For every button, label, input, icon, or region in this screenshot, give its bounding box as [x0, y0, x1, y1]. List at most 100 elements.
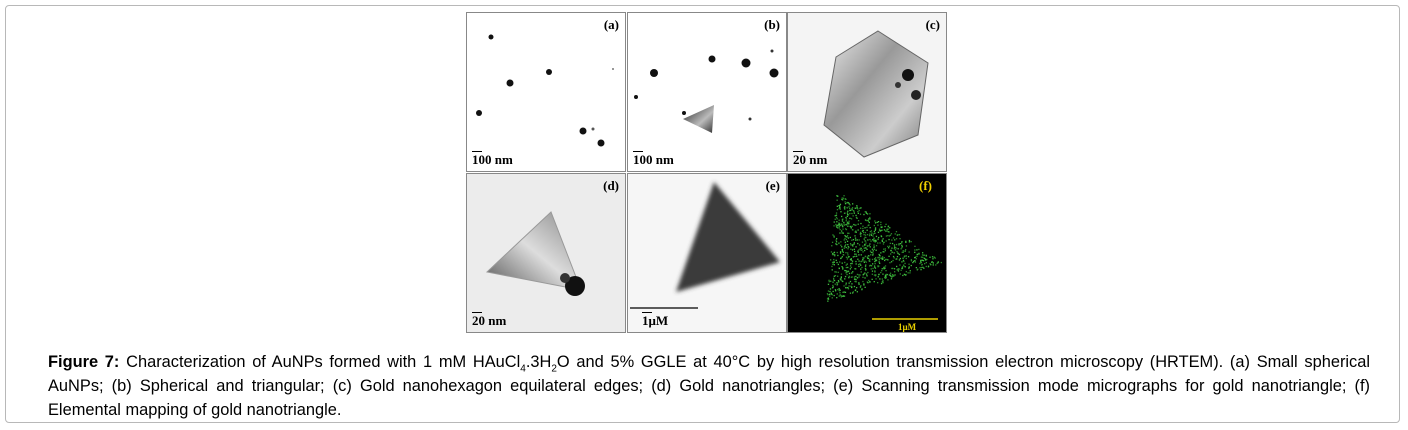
speckle — [833, 225, 835, 227]
speckle — [846, 221, 849, 223]
speckle — [831, 253, 834, 256]
speckle — [837, 254, 839, 257]
speckle — [840, 244, 842, 246]
speckle — [860, 227, 862, 229]
speckle — [832, 234, 834, 236]
speckle — [869, 233, 871, 235]
speckle — [859, 263, 861, 265]
speckle — [901, 246, 903, 249]
speckle — [833, 236, 835, 238]
speckle — [842, 232, 844, 234]
speckle — [851, 286, 853, 289]
speckle — [882, 282, 884, 284]
speckle — [842, 295, 845, 297]
speckle — [924, 258, 926, 260]
speckle — [835, 223, 837, 226]
speckle — [845, 228, 847, 230]
speckle — [866, 248, 868, 250]
speckle — [887, 279, 889, 281]
speckle — [837, 195, 839, 197]
speckle — [884, 275, 887, 278]
speckle — [851, 207, 854, 209]
speckle — [875, 240, 877, 242]
speckle — [854, 253, 856, 255]
speckle — [846, 240, 849, 242]
speckle — [874, 239, 876, 242]
speckle — [854, 280, 856, 283]
speckle — [920, 256, 923, 258]
speckle — [922, 256, 924, 258]
speckle — [882, 258, 884, 260]
speckle — [840, 294, 842, 297]
speckle — [898, 243, 900, 245]
speckle — [897, 268, 899, 270]
speckle — [872, 235, 874, 237]
speckle — [856, 255, 858, 257]
speckle — [839, 204, 841, 207]
speckle — [840, 257, 842, 260]
speckle — [846, 223, 848, 225]
speckle — [880, 235, 883, 238]
speckle — [883, 229, 886, 231]
speckle — [874, 222, 877, 224]
speckle — [845, 286, 847, 289]
speckle — [875, 249, 877, 251]
speckle — [831, 269, 833, 271]
speckle — [860, 254, 862, 256]
speckle — [850, 259, 852, 261]
speckle — [881, 239, 883, 241]
speckle — [868, 279, 870, 282]
speckle — [913, 260, 915, 263]
speckle — [869, 227, 871, 229]
subscript: 2 — [551, 363, 557, 375]
speckle — [905, 241, 907, 243]
speckle — [875, 274, 877, 276]
speckle — [889, 274, 892, 276]
speckle — [843, 224, 845, 226]
speckle — [837, 271, 839, 273]
speckle — [883, 251, 885, 253]
speckle — [884, 267, 886, 269]
speckle — [845, 256, 848, 258]
speckle — [840, 277, 842, 279]
speckle — [922, 266, 924, 268]
speckle — [891, 267, 893, 270]
speckle — [837, 225, 839, 227]
speckle — [848, 232, 850, 234]
speckle — [847, 232, 849, 234]
speckle — [869, 231, 871, 233]
speckle — [847, 210, 849, 212]
speckle — [847, 213, 849, 216]
speckle — [835, 243, 837, 245]
speckle — [829, 288, 832, 290]
speckle — [920, 266, 923, 269]
panel-a: (a) 100 nm — [466, 12, 626, 172]
speckle — [901, 241, 903, 243]
speckle — [828, 281, 830, 283]
speckle — [895, 247, 897, 249]
speckle — [885, 276, 887, 278]
speckle — [879, 242, 881, 244]
speckle — [883, 266, 885, 268]
speckle — [899, 238, 901, 240]
speckle — [884, 248, 886, 250]
speckle — [861, 241, 864, 243]
speckle — [894, 246, 896, 249]
speckle — [841, 215, 843, 218]
speckle — [897, 253, 900, 255]
speckle — [871, 258, 874, 261]
speckle — [909, 270, 911, 272]
speckle — [926, 258, 928, 261]
speckle — [849, 207, 851, 210]
speckle — [869, 265, 871, 267]
speckle — [848, 277, 850, 279]
speckle — [844, 261, 846, 264]
speckle — [925, 259, 927, 261]
speckle — [866, 219, 868, 222]
speckle — [937, 261, 939, 264]
speckle — [878, 261, 880, 263]
speckle — [855, 231, 857, 233]
speckle — [883, 268, 885, 270]
speckle — [864, 231, 867, 234]
speckle — [880, 252, 882, 254]
